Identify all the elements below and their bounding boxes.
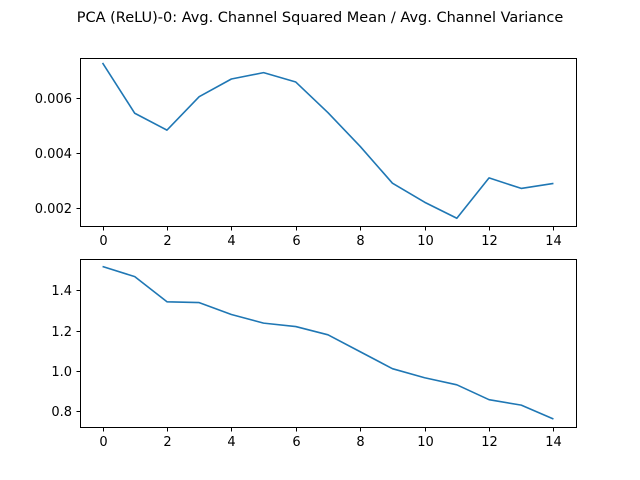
bottom-x-tick-label: 0 [99, 435, 107, 450]
bottom-y-tick-label: 1.4 [51, 284, 72, 299]
top-x-tick-label: 14 [545, 234, 562, 249]
bottom-x-tick-label: 2 [163, 435, 171, 450]
top-x-tick-label: 6 [292, 234, 300, 249]
top-y-tick-label: 0.002 [35, 202, 72, 217]
top-series-line-0 [101, 62, 554, 220]
bottom-axes-frame [80, 259, 577, 428]
top-x-tick-label: 10 [417, 234, 434, 249]
top-x-tick-label: 0 [99, 234, 107, 249]
bottom-x-tick-label: 14 [545, 435, 562, 450]
subplot-bottom: 0 2 4 6 8 10 12 14 0.8 1.0 1.2 1.4 [51, 259, 577, 450]
subplot-top: 0 2 4 6 8 10 12 14 0.002 0.004 0.006 [35, 58, 577, 249]
top-x-tick-label: 12 [481, 234, 498, 249]
bottom-x-tick-label: 4 [227, 435, 235, 450]
bottom-x-tick-label: 8 [356, 435, 364, 450]
top-axes-frame [80, 58, 577, 227]
bottom-x-tick-label: 10 [417, 435, 434, 450]
bottom-y-tick-label: 1.2 [51, 325, 72, 340]
top-x-tick-label: 4 [227, 234, 235, 249]
bottom-series-line-0 [102, 265, 554, 420]
top-x-tick-label: 2 [163, 234, 171, 249]
bottom-y-tick-label: 1.0 [51, 365, 72, 380]
top-y-tick-label: 0.006 [35, 92, 72, 107]
bottom-y-tick-label: 0.8 [51, 405, 72, 420]
figure-title: PCA (ReLU)-0: Avg. Channel Squared Mean … [77, 10, 564, 26]
bottom-x-tick-label: 12 [481, 435, 498, 450]
bottom-x-tick-label: 6 [292, 435, 300, 450]
top-x-tick-label: 8 [356, 234, 364, 249]
top-y-tick-label: 0.004 [35, 147, 72, 162]
